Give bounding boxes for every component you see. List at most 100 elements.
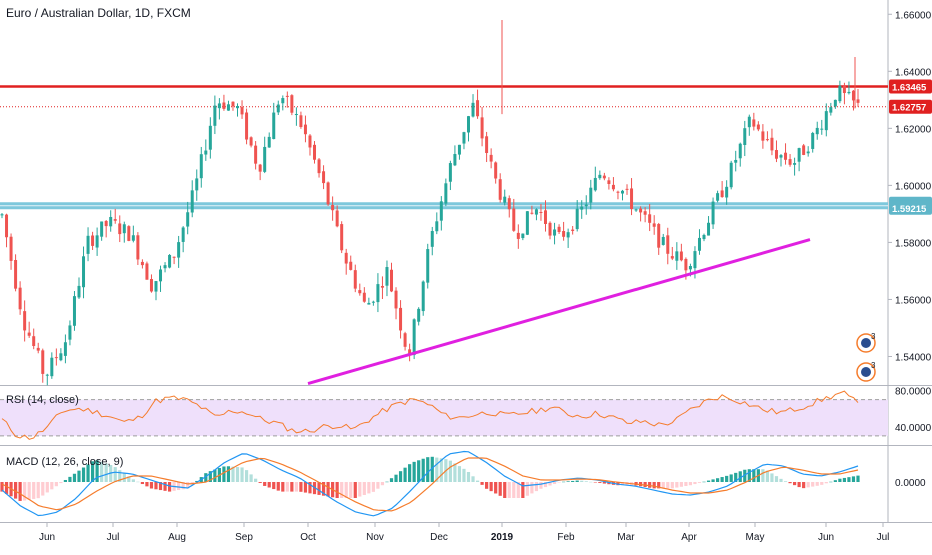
macd-hist-bar	[738, 471, 742, 482]
candle-body	[811, 132, 815, 149]
macd-hist-bar	[335, 482, 339, 498]
candle-body	[661, 236, 665, 245]
candle-body	[222, 102, 226, 109]
macd-hist-bar	[145, 482, 149, 487]
macd-hist-bar	[421, 458, 425, 482]
candle-body	[331, 205, 335, 211]
macd-hist-bar	[657, 482, 661, 489]
candle-body	[652, 223, 656, 227]
candle-body	[824, 111, 828, 131]
macd-hist-bar	[154, 482, 158, 490]
candle-body	[303, 124, 307, 135]
macd-hist-bar	[811, 482, 815, 487]
macd-hist-bar	[263, 482, 267, 486]
macd-hist-bar	[321, 482, 326, 496]
candle-body	[802, 145, 806, 155]
candle-body	[91, 235, 95, 246]
candle-body	[385, 267, 389, 286]
macd-hist-bar	[711, 479, 715, 482]
candle-body	[770, 137, 774, 151]
macd-hist-bar	[752, 469, 756, 482]
candle-body	[140, 261, 144, 266]
candle-body	[82, 256, 86, 288]
x-tick-label: Aug	[168, 532, 186, 543]
macd-hist-bar	[838, 478, 842, 482]
macd-hist-bar	[770, 473, 774, 482]
macd-hist-bar	[584, 481, 588, 482]
candle-body	[23, 311, 27, 331]
x-tick-label: Jun	[39, 532, 55, 543]
candle-body	[534, 209, 538, 215]
candle-body	[50, 357, 54, 377]
macd-hist-bar	[77, 470, 81, 482]
candle-body	[322, 171, 326, 184]
candle-body	[122, 224, 126, 234]
macd-hist-bar	[113, 467, 117, 482]
x-tick-label: 2019	[491, 532, 514, 543]
candle-body	[376, 284, 380, 303]
macd-hist-bar	[358, 482, 362, 497]
macd-hist-bar	[186, 482, 190, 489]
candle-body	[539, 211, 543, 213]
candle-body	[263, 146, 267, 172]
macd-hist-bar	[575, 480, 579, 482]
candle-body	[847, 91, 851, 94]
macd-hist-bar	[842, 477, 847, 482]
candle-body	[168, 254, 172, 268]
macd-hist-bar	[149, 482, 154, 489]
candle-body	[525, 211, 529, 235]
candle-body	[118, 223, 122, 235]
macd-hist-bar	[684, 482, 688, 486]
macd-hist-bar	[820, 482, 824, 485]
candle-body	[788, 159, 792, 165]
candle-body	[86, 235, 90, 254]
macd-hist-bar	[95, 460, 99, 482]
macd-hist-bar	[743, 469, 747, 482]
candle-body	[149, 279, 153, 292]
candle-body	[598, 174, 602, 179]
macd-hist-bar	[439, 458, 443, 482]
macd-hist-bar	[122, 473, 126, 482]
macd-hist-bar	[13, 482, 18, 499]
candle-body	[793, 163, 797, 165]
macd-hist-bar	[32, 482, 36, 499]
candle-body	[317, 159, 321, 174]
candles	[0, 80, 860, 386]
macd-hist-bar	[847, 477, 851, 482]
candle-body	[32, 336, 36, 347]
x-tick-label: Jul	[877, 532, 890, 543]
macd-hist-bar	[213, 469, 217, 482]
candle-body	[666, 235, 670, 254]
macd-hist-bar	[208, 471, 212, 482]
candle-body	[716, 193, 720, 201]
candle-body	[353, 270, 357, 289]
trendline	[307, 238, 811, 386]
macd-hist-bar	[462, 468, 466, 482]
candle-body	[743, 128, 747, 146]
macd-hist-bar	[516, 482, 520, 498]
macd-hist-bar	[140, 482, 145, 485]
price-level-label-bg	[889, 200, 932, 215]
macd-hist-bar	[50, 482, 54, 490]
macd-hist-bar	[398, 471, 403, 482]
macd-hist-bar	[204, 473, 208, 482]
candle-body	[231, 101, 235, 107]
candle-body	[308, 135, 312, 148]
macd-hist-bar	[734, 472, 738, 482]
candle-body	[684, 258, 688, 271]
macd-hist-bar	[235, 467, 240, 482]
y-tick-label: 1.66000	[895, 10, 932, 21]
candle-body	[494, 162, 498, 179]
macd-hist-bar	[326, 482, 330, 497]
macd-hist-bar	[548, 482, 552, 486]
macd-hist-bar	[580, 480, 584, 482]
price-level-label: 1.62757	[892, 103, 926, 114]
candle-body	[521, 233, 525, 239]
candle-body	[566, 232, 570, 238]
macd-hist-bar	[308, 482, 312, 494]
candle-body	[738, 143, 742, 159]
candle-body	[245, 112, 249, 140]
macd-hist-bar	[389, 478, 394, 482]
